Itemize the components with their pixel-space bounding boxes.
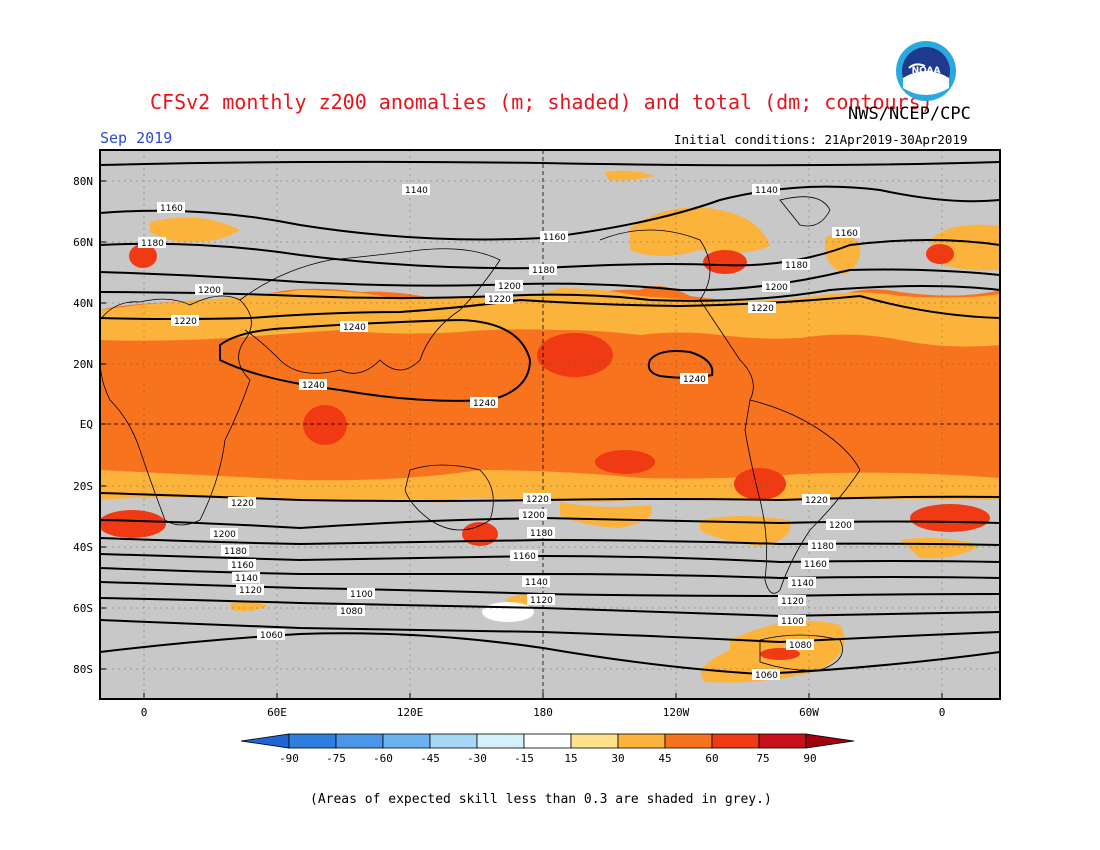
colorbar-box xyxy=(335,733,384,749)
contour-label: 1200 xyxy=(765,283,788,293)
contour-label: 1160 xyxy=(513,552,536,562)
contour-label: 1160 xyxy=(160,204,183,214)
contour-label: 1080 xyxy=(789,641,812,651)
contour-label: 1220 xyxy=(174,317,197,327)
contour-label: 1240 xyxy=(473,399,496,409)
contour-label: 1200 xyxy=(522,511,545,521)
lon-label: 120W xyxy=(663,706,690,719)
colorbar-box xyxy=(664,733,713,749)
colorbar-box xyxy=(523,733,572,749)
contour-label: 1060 xyxy=(260,631,283,641)
contour-label: 1220 xyxy=(231,499,254,509)
map-title: CFSv2 monthly z200 anomalies (m; shaded)… xyxy=(150,90,933,114)
contour-label: 1200 xyxy=(498,282,521,292)
contour-label: 1240 xyxy=(683,375,706,385)
colorbar-tick: 60 xyxy=(705,752,718,765)
lon-label: 60W xyxy=(799,706,819,719)
colorbar-box xyxy=(476,733,525,749)
lat-label: EQ xyxy=(80,418,93,431)
colorbar-box xyxy=(288,733,337,749)
lat-label: 80S xyxy=(73,663,93,676)
contour-label: 1080 xyxy=(340,607,363,617)
valid-month: Sep 2019 xyxy=(100,129,173,147)
contour-label: 1120 xyxy=(239,586,262,596)
contour-label: 1220 xyxy=(488,295,511,305)
contour-label: 1160 xyxy=(543,233,566,243)
contour-label: 1140 xyxy=(405,186,428,196)
contour-label: 1220 xyxy=(751,304,774,314)
contour-label: 1200 xyxy=(213,530,236,540)
colorbar-tick: -90 xyxy=(279,752,299,765)
colorbar-tick: -15 xyxy=(514,752,534,765)
colorbar-box xyxy=(711,733,760,749)
colorbar-tick: 15 xyxy=(564,752,577,765)
contour-label: 1160 xyxy=(804,560,827,570)
contour-label: 1200 xyxy=(198,286,221,296)
latitude-labels: 80N 60N 40N 20N EQ 20S 40S 60S 80S xyxy=(73,175,93,676)
colorbar-box xyxy=(429,733,478,749)
colorbar-arrow-right xyxy=(805,733,855,749)
lat-label: 60N xyxy=(73,236,93,249)
skill-footnote: (Areas of expected skill less than 0.3 a… xyxy=(310,792,772,807)
anomaly-dark-pockets xyxy=(100,244,990,660)
contour-label: 1140 xyxy=(525,578,548,588)
lat-label: 80N xyxy=(73,175,93,188)
contour-label: 1100 xyxy=(781,617,804,627)
lon-label: 0 xyxy=(939,706,946,719)
anomaly-map: 1140 1140 1160 1160 1160 1180 1180 1180 … xyxy=(73,149,1001,719)
contour-label: 1180 xyxy=(785,261,808,271)
lat-label: 40N xyxy=(73,297,93,310)
lat-label: 60S xyxy=(73,602,93,615)
contour-label: 1180 xyxy=(141,239,164,249)
contour-label: 1180 xyxy=(811,542,834,552)
contour-label: 1120 xyxy=(530,596,553,606)
lon-label: 180 xyxy=(533,706,553,719)
contour-label: 1120 xyxy=(781,597,804,607)
contour-label: 1180 xyxy=(532,266,555,276)
lat-label: 20S xyxy=(73,480,93,493)
initial-conditions: Initial conditions: 21Apr2019-30Apr2019 xyxy=(674,132,968,147)
noaa-logo-text: NOAA xyxy=(912,66,941,76)
contour-label: 1180 xyxy=(224,547,247,557)
colorbar-box xyxy=(570,733,619,749)
lat-label: 40S xyxy=(73,541,93,554)
colorbar-box xyxy=(617,733,666,749)
contour-label: 1220 xyxy=(805,496,828,506)
colorbar-box xyxy=(758,733,807,749)
colorbar-tick: -75 xyxy=(326,752,346,765)
contour-label: 1160 xyxy=(835,229,858,239)
lat-label: 20N xyxy=(73,358,93,371)
lon-label: 120E xyxy=(397,706,424,719)
agency-label: NWS/NCEP/CPC xyxy=(848,104,971,124)
lon-label: 60E xyxy=(267,706,287,719)
contour-label: 1240 xyxy=(302,381,325,391)
colorbar-tick: 75 xyxy=(756,752,769,765)
colorbar-box xyxy=(382,733,431,749)
contour-label: 1160 xyxy=(231,561,254,571)
colorbar-boxes xyxy=(240,733,855,749)
colorbar-tick: 45 xyxy=(658,752,671,765)
colorbar: -90 -75 -60 -45 -30 -15 15 30 45 60 75 9… xyxy=(240,733,855,765)
colorbar-tick: -30 xyxy=(467,752,487,765)
colorbar-tick: -60 xyxy=(373,752,393,765)
contour-label: 1240 xyxy=(343,323,366,333)
contour-label: 1200 xyxy=(829,521,852,531)
contour-label: 1100 xyxy=(350,590,373,600)
contour-label: 1180 xyxy=(530,529,553,539)
noaa-logo-icon: NOAA xyxy=(896,41,956,101)
colorbar-arrow-left xyxy=(240,733,290,749)
contour-label: 1060 xyxy=(755,671,778,681)
contour-label: 1140 xyxy=(755,186,778,196)
contour-label-group: 1140 1140 1160 1160 1160 1180 1180 1180 … xyxy=(138,184,860,681)
contour-label: 1140 xyxy=(235,574,258,584)
lon-label: 0 xyxy=(141,706,148,719)
colorbar-tick: 30 xyxy=(611,752,624,765)
longitude-labels: 0 60E 120E 180 120W 60W 0 xyxy=(141,706,946,719)
colorbar-ticks: -90 -75 -60 -45 -30 -15 15 30 45 60 75 9… xyxy=(279,752,817,765)
contour-label: 1140 xyxy=(791,579,814,589)
anomaly-neutral-patch xyxy=(482,602,534,622)
colorbar-tick: -45 xyxy=(420,752,440,765)
contour-label: 1220 xyxy=(526,495,549,505)
colorbar-tick: 90 xyxy=(803,752,816,765)
